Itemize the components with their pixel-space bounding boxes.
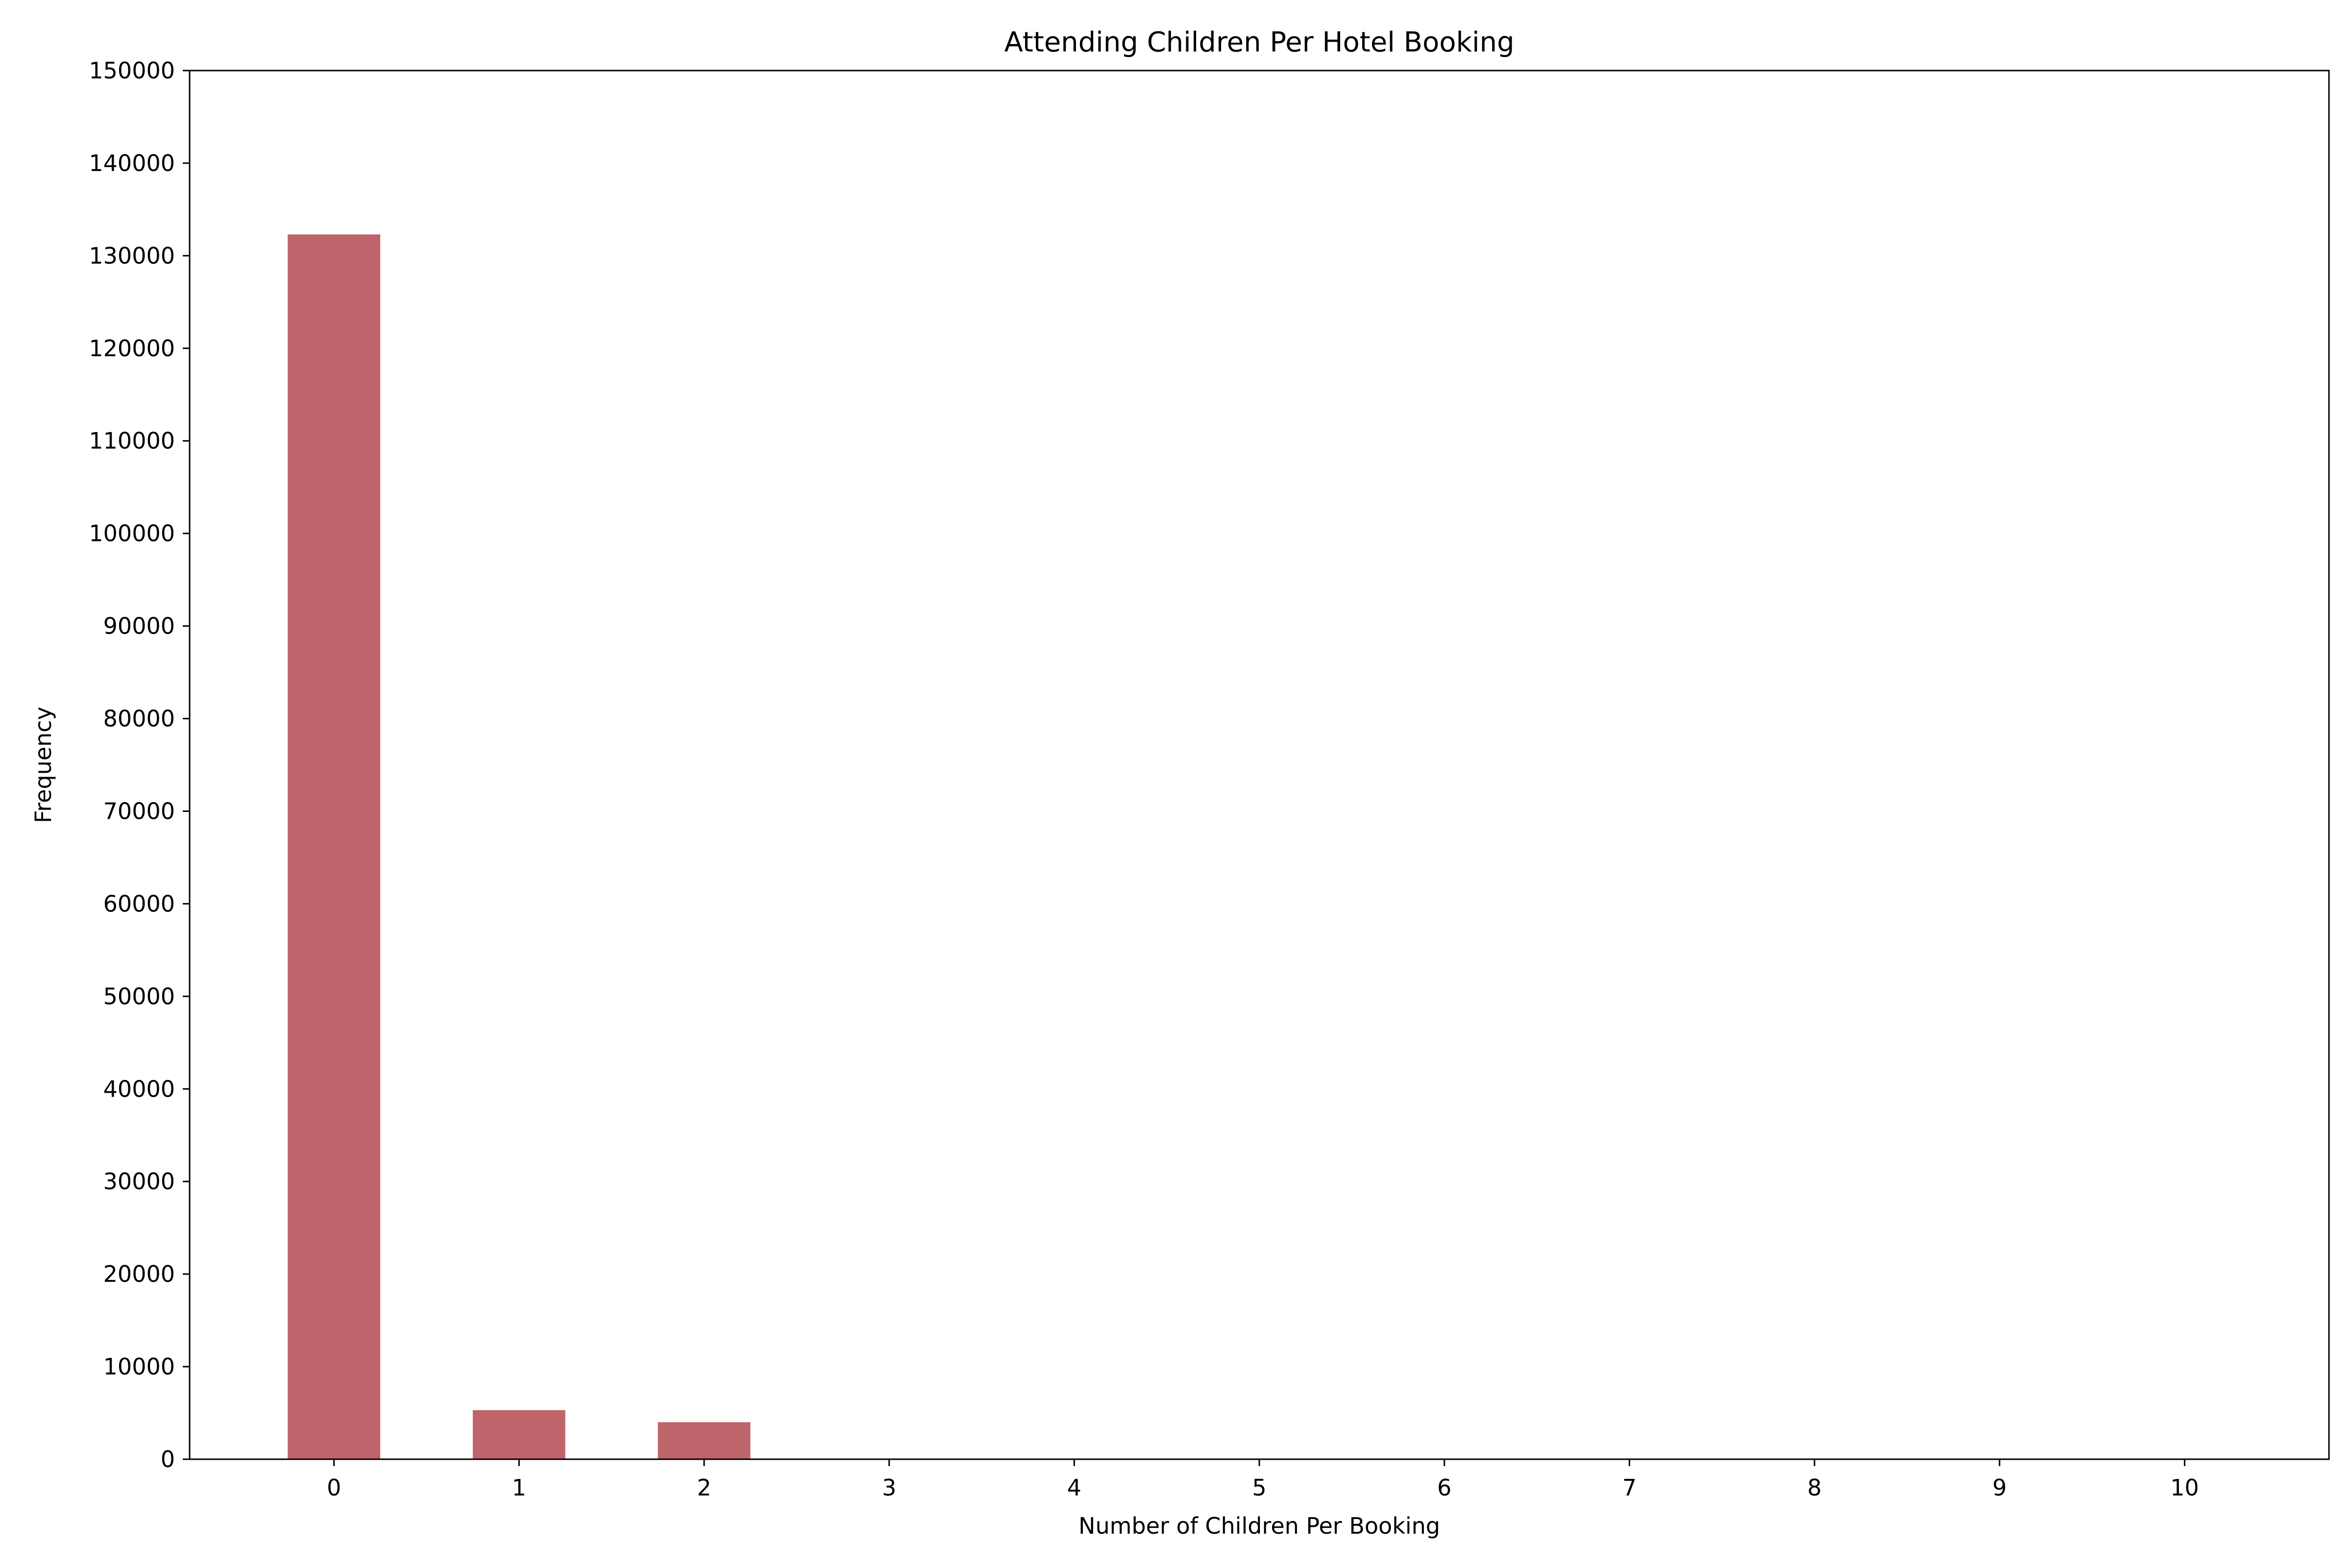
y-axis-ticks: 0 10000 20000 30000 40000 50000 60000 70000 8000… — [89, 57, 190, 1472]
x-tick-label-1: 1 — [512, 1474, 526, 1501]
y-tick-label-30000: 30000 — [103, 1168, 175, 1195]
y-tick-label-20000: 20000 — [103, 1261, 175, 1287]
y-tick-label-100000: 100000 — [89, 520, 175, 547]
y-tick-label-90000: 90000 — [103, 613, 175, 639]
plot-frame — [189, 70, 2330, 1460]
x-tick-label-7: 7 — [1622, 1474, 1637, 1501]
chart-title: Attending Children Per Hotel Booking — [1004, 26, 1514, 58]
x-tick-label-10: 10 — [2170, 1474, 2199, 1501]
x-axis-label: Number of Children Per Booking — [1078, 1513, 1440, 1539]
x-tick-label-8: 8 — [1807, 1474, 1821, 1501]
x-tick-label-0: 0 — [327, 1474, 341, 1501]
y-tick-label-140000: 140000 — [89, 150, 175, 176]
bar-2 — [658, 1422, 751, 1459]
x-tick-label-2: 2 — [697, 1474, 711, 1501]
y-tick-label-120000: 120000 — [89, 335, 175, 362]
x-axis-ticks: 0 1 2 3 4 5 6 7 8 9 10 — [327, 1459, 2199, 1501]
y-tick-label-60000: 60000 — [103, 890, 175, 917]
bars-layer — [288, 234, 751, 1459]
x-tick-label-9: 9 — [1992, 1474, 2007, 1501]
y-tick-label-80000: 80000 — [103, 706, 175, 732]
y-tick-label-50000: 50000 — [103, 983, 175, 1009]
y-tick-label-40000: 40000 — [103, 1076, 175, 1102]
y-tick-label-150000: 150000 — [89, 57, 175, 84]
y-tick-label-70000: 70000 — [103, 798, 175, 824]
y-tick-label-0: 0 — [161, 1446, 175, 1472]
bar-1 — [472, 1410, 565, 1459]
x-tick-label-4: 4 — [1067, 1474, 1081, 1501]
y-axis-label: Frequency — [30, 707, 56, 823]
x-tick-label-3: 3 — [882, 1474, 896, 1501]
x-tick-label-5: 5 — [1252, 1474, 1266, 1501]
bar-0 — [288, 234, 381, 1459]
y-tick-label-130000: 130000 — [89, 243, 175, 269]
y-tick-label-110000: 110000 — [89, 428, 175, 454]
x-tick-label-6: 6 — [1437, 1474, 1451, 1501]
y-tick-label-10000: 10000 — [103, 1353, 175, 1380]
